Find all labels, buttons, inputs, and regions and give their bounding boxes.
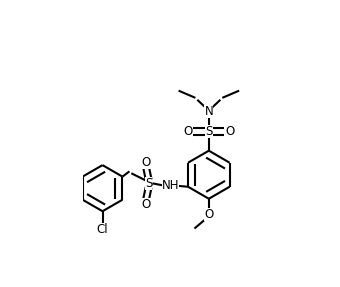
Text: S: S xyxy=(205,125,212,138)
Text: NH: NH xyxy=(162,179,180,192)
Text: N: N xyxy=(204,105,213,118)
Text: S: S xyxy=(145,177,152,190)
Text: O: O xyxy=(142,156,151,169)
Text: O: O xyxy=(142,198,151,211)
Text: Cl: Cl xyxy=(97,224,108,236)
Text: O: O xyxy=(183,125,192,138)
Text: O: O xyxy=(204,208,214,221)
Text: O: O xyxy=(225,125,235,138)
